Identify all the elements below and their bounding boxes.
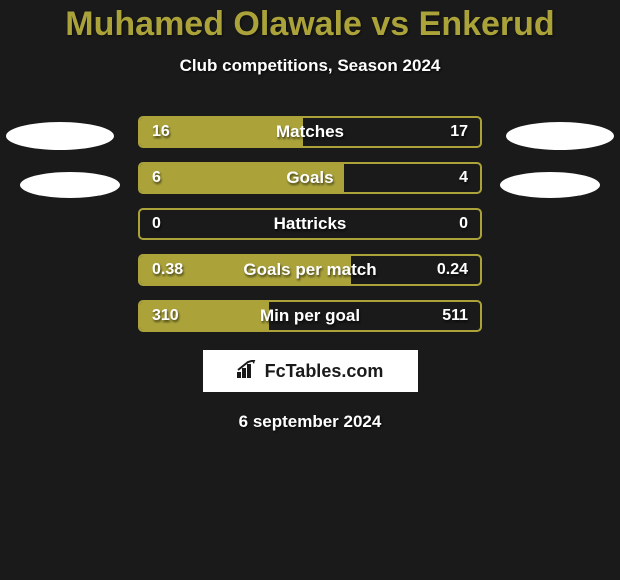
stats-comparison-widget: Muhamed Olawale vs Enkerud Club competit… bbox=[0, 0, 620, 432]
stat-row: 0.38Goals per match0.24 bbox=[138, 254, 482, 286]
stats-area: 16Matches17 6Goals4 0Hattricks0 0.38Goals p… bbox=[0, 116, 620, 432]
date-text: 6 september 2024 bbox=[0, 412, 620, 432]
stat-value-right: 0 bbox=[459, 215, 468, 233]
stat-value-right: 0.24 bbox=[437, 261, 468, 279]
stat-value-right: 17 bbox=[450, 123, 468, 141]
logo-box[interactable]: FcTables.com bbox=[203, 350, 418, 392]
stat-label: Goals bbox=[140, 168, 480, 188]
stat-value-right: 4 bbox=[459, 169, 468, 187]
page-title: Muhamed Olawale vs Enkerud bbox=[0, 5, 620, 44]
stat-label: Matches bbox=[140, 122, 480, 142]
logo-text: FcTables.com bbox=[237, 360, 384, 383]
player-left-marker-1 bbox=[6, 122, 114, 150]
stat-row: 0Hattricks0 bbox=[138, 208, 482, 240]
stat-label: Hattricks bbox=[140, 214, 480, 234]
player-right-marker-2 bbox=[500, 172, 600, 198]
chart-icon bbox=[237, 360, 259, 383]
stat-label: Goals per match bbox=[140, 260, 480, 280]
logo-label: FcTables.com bbox=[265, 361, 384, 382]
stat-row: 16Matches17 bbox=[138, 116, 482, 148]
player-right-marker-1 bbox=[506, 122, 614, 150]
stat-row: 310Min per goal511 bbox=[138, 300, 482, 332]
stat-label: Min per goal bbox=[140, 306, 480, 326]
subtitle: Club competitions, Season 2024 bbox=[0, 56, 620, 76]
stat-rows: 16Matches17 6Goals4 0Hattricks0 0.38Goals p… bbox=[138, 116, 482, 332]
stat-row: 6Goals4 bbox=[138, 162, 482, 194]
stat-value-right: 511 bbox=[442, 307, 468, 325]
player-left-marker-2 bbox=[20, 172, 120, 198]
